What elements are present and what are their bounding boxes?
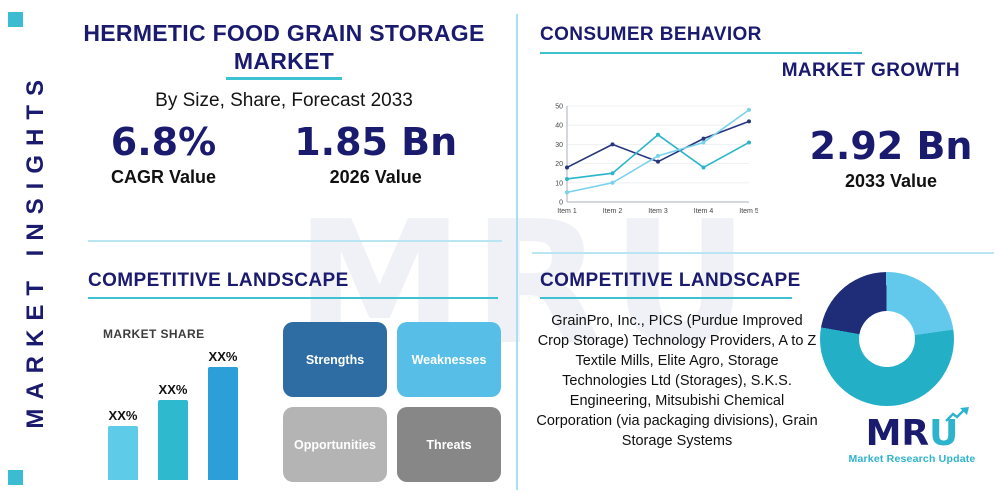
svg-text:20: 20 (555, 161, 563, 168)
bar-group-2: XX% (158, 382, 188, 480)
competitive-landscape-right-heading: COMPETITIVE LANDSCAPE (540, 270, 801, 291)
bar-group-1: XX% (108, 408, 138, 480)
value-2033: 2.92 Bn (809, 124, 973, 168)
growth-arrow-icon (945, 407, 970, 422)
logo-mr-letters: MR (865, 413, 930, 454)
page-title-line2: MARKET (225, 48, 343, 81)
svg-text:0: 0 (559, 200, 563, 207)
bar-label-1: XX% (108, 408, 138, 423)
bar-label-2: XX% (158, 382, 188, 397)
swot-cell: Threats (397, 407, 501, 482)
market-share-bar (108, 426, 138, 480)
svg-text:Item 4: Item 4 (694, 208, 714, 215)
market-share-bar-chart: XX% XX% XX% (100, 345, 288, 480)
bar-group-3: XX% (208, 349, 238, 480)
cagr-value: 6.8% (110, 120, 217, 164)
vertical-banner: MARKET INSIGHTS (8, 0, 64, 500)
market-share-bar (158, 400, 188, 480)
value-2026: 1.85 Bn (294, 120, 458, 164)
competitive-landscape-left-heading: COMPETITIVE LANDSCAPE (88, 270, 349, 291)
mru-logo-text: MRU (865, 407, 970, 454)
swot-grid: Strengths Weaknesses Opportunities Threa… (283, 322, 501, 482)
page-title-line1: HERMETIC FOOD GRAIN STORAGE (83, 20, 485, 46)
value-2033-stat: 2.92 Bn 2033 Value (795, 124, 987, 192)
value-2033-label: 2033 Value (844, 170, 938, 191)
consumer-behavior-heading: CONSUMER BEHAVIOR (540, 24, 762, 45)
left-section-divider (88, 240, 502, 242)
vertical-banner-label: MARKET INSIGHTS (22, 71, 49, 429)
value-2026-stat: 1.85 Bn 2026 Value (294, 120, 458, 188)
svg-text:50: 50 (555, 104, 563, 111)
competitive-landscape-right-underline (540, 297, 792, 299)
svg-text:Item 3: Item 3 (648, 208, 668, 215)
page-subtitle: By Size, Share, Forecast 2033 (155, 90, 413, 111)
svg-text:30: 30 (555, 142, 563, 149)
companies-list: GrainPro, Inc., PICS (Purdue Improved Cr… (536, 313, 818, 449)
corner-square-bottom (8, 470, 23, 485)
swot-cell: Strengths (283, 322, 387, 397)
logo-subtext: Market Research Update (848, 453, 976, 465)
cagr-label: CAGR Value (110, 166, 216, 187)
logo-u-letter: U (929, 413, 959, 454)
corner-square-top (8, 12, 23, 27)
swot-cell: Opportunities (283, 407, 387, 482)
key-stats: 6.8% CAGR Value 1.85 Bn 2026 Value (62, 120, 506, 188)
svg-text:10: 10 (555, 180, 563, 187)
swot-weaknesses-label: Weaknesses (411, 352, 487, 367)
cagr-stat: 6.8% CAGR Value (110, 120, 217, 188)
market-growth-line-chart: 0 10 20 30 40 50 Item 1 Item 2 Item 3 Item 4 Item … (543, 98, 759, 223)
market-share-bar (208, 367, 238, 480)
mru-logo: MRU Market Research Update (833, 407, 991, 465)
column-divider (516, 14, 518, 490)
right-section-divider (532, 252, 994, 254)
bar-label-3: XX% (208, 349, 238, 364)
svg-text:40: 40 (555, 123, 563, 130)
svg-text:Item 2: Item 2 (603, 208, 623, 215)
page-title: HERMETIC FOOD GRAIN STORAGE MARKET (62, 20, 506, 81)
donut-hole (859, 311, 915, 367)
value-2026-label: 2026 Value (329, 166, 422, 187)
swot-cell: Weaknesses (397, 322, 501, 397)
svg-text:Item 5: Item 5 (739, 208, 758, 215)
market-share-label: MARKET SHARE (103, 327, 205, 341)
donut-chart (820, 272, 954, 406)
swot-strengths-label: Strengths (305, 352, 365, 367)
market-growth-heading: MARKET GROWTH (781, 60, 960, 81)
svg-text:Item 1: Item 1 (557, 208, 577, 215)
competitive-landscape-left-underline (88, 297, 498, 299)
consumer-behavior-underline (540, 52, 862, 54)
swot-threats-label: Threats (426, 437, 472, 452)
swot-opportunities-label: Opportunities (294, 437, 376, 452)
